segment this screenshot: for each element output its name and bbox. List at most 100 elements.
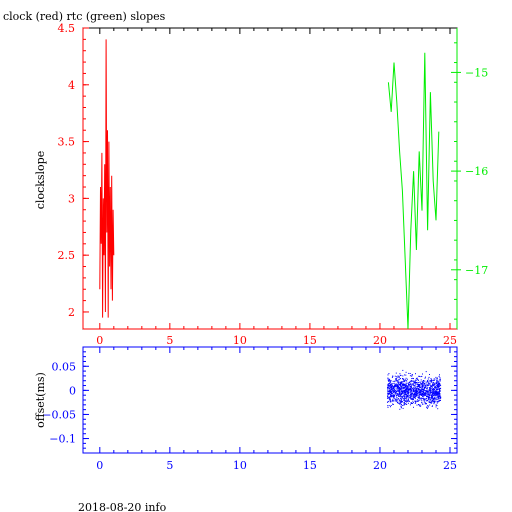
offset-point (389, 386, 391, 388)
clock-slope-plot: 0 5 10 15 20 25 2 2.5 3 3.5 4 4.5 −17 −16 −15 clocks… (34, 22, 488, 347)
offset-point (398, 378, 400, 380)
offset-point (390, 406, 391, 408)
offset-point (430, 397, 432, 398)
offset-point (439, 379, 441, 381)
offset-point (437, 386, 439, 388)
offset-point (415, 401, 417, 403)
offset-point (414, 398, 416, 400)
offset-point (410, 402, 412, 404)
offset-point (432, 401, 434, 403)
offset-point (388, 391, 390, 393)
offset-point (412, 392, 414, 394)
offset-point (390, 392, 392, 393)
offset-point (430, 381, 432, 383)
offset-point (408, 388, 410, 390)
offset-point (402, 378, 404, 380)
offset-point (393, 396, 395, 398)
offset-point (414, 396, 416, 398)
offset-point (410, 394, 412, 396)
offset-point (410, 381, 412, 383)
offset-point (415, 391, 417, 393)
offset-point (405, 398, 407, 400)
offset-point (399, 391, 400, 393)
offset-point (400, 388, 402, 390)
offset-point (421, 384, 423, 386)
offset-point (424, 387, 426, 389)
offset-point (404, 394, 406, 395)
offset-point (402, 391, 404, 393)
offset-point (410, 397, 411, 399)
offset-point (401, 383, 403, 385)
offset-point (437, 399, 439, 400)
offset-point (426, 406, 427, 408)
offset-point (433, 403, 435, 405)
offset-point (389, 391, 391, 393)
offset-point (439, 383, 441, 385)
offset-point (410, 393, 412, 395)
offset-point (427, 392, 429, 394)
offset-point (405, 396, 407, 398)
offset-point (404, 401, 406, 402)
offset-point (439, 389, 440, 391)
offset-point (419, 386, 421, 388)
offset-point (435, 406, 437, 408)
offset-point (428, 389, 430, 391)
offset-point (434, 401, 436, 403)
offset-point (410, 384, 412, 386)
offset-point (420, 389, 422, 391)
offset-point (425, 391, 427, 393)
offset-point (439, 385, 441, 387)
top-y-tick-label: 2.5 (58, 249, 76, 262)
offset-point (400, 382, 402, 384)
offset-point (438, 387, 440, 389)
offset-point (389, 379, 391, 381)
offset-point (403, 386, 405, 388)
offset-point (437, 382, 439, 384)
offset-point (398, 390, 400, 392)
offset-point (412, 403, 414, 404)
offset-point (433, 383, 435, 385)
offset-point (401, 392, 403, 394)
offset-point (427, 405, 429, 407)
offset-point (393, 395, 395, 397)
offset-point (394, 384, 396, 386)
offset-point (426, 396, 428, 398)
offset-point (418, 391, 420, 393)
offset-point (432, 391, 434, 393)
offset-point (392, 392, 394, 394)
offset-point (434, 387, 435, 389)
offset-point (426, 390, 428, 392)
offset-point (427, 393, 429, 395)
offset-point (411, 375, 413, 377)
offset-point (433, 392, 435, 394)
offset-point (405, 399, 407, 401)
offset-point (421, 383, 423, 384)
offset-point (403, 390, 405, 392)
offset-point (405, 371, 407, 373)
offset-point (429, 383, 431, 385)
offset-point (410, 387, 412, 389)
offset-point (427, 390, 429, 392)
offset-point (408, 396, 410, 398)
offset-point (418, 375, 420, 377)
offset-point (400, 406, 402, 408)
offset-point (410, 386, 411, 387)
offset-point (433, 385, 435, 387)
offset-point (412, 380, 414, 382)
offset-point (439, 393, 441, 395)
offset-point (419, 381, 421, 383)
offset-point (392, 398, 394, 400)
offset-point (402, 407, 404, 409)
offset-point (390, 401, 392, 403)
offset-point (406, 404, 408, 405)
offset-point (401, 389, 403, 391)
offset-point (439, 394, 441, 396)
offset-point (429, 388, 431, 390)
offset-point (439, 388, 441, 390)
offset-point (410, 389, 411, 391)
offset-point (410, 385, 412, 387)
offset-point (419, 382, 421, 384)
offset-point (423, 380, 425, 381)
offset-point (400, 384, 402, 386)
offset-point (415, 373, 416, 375)
